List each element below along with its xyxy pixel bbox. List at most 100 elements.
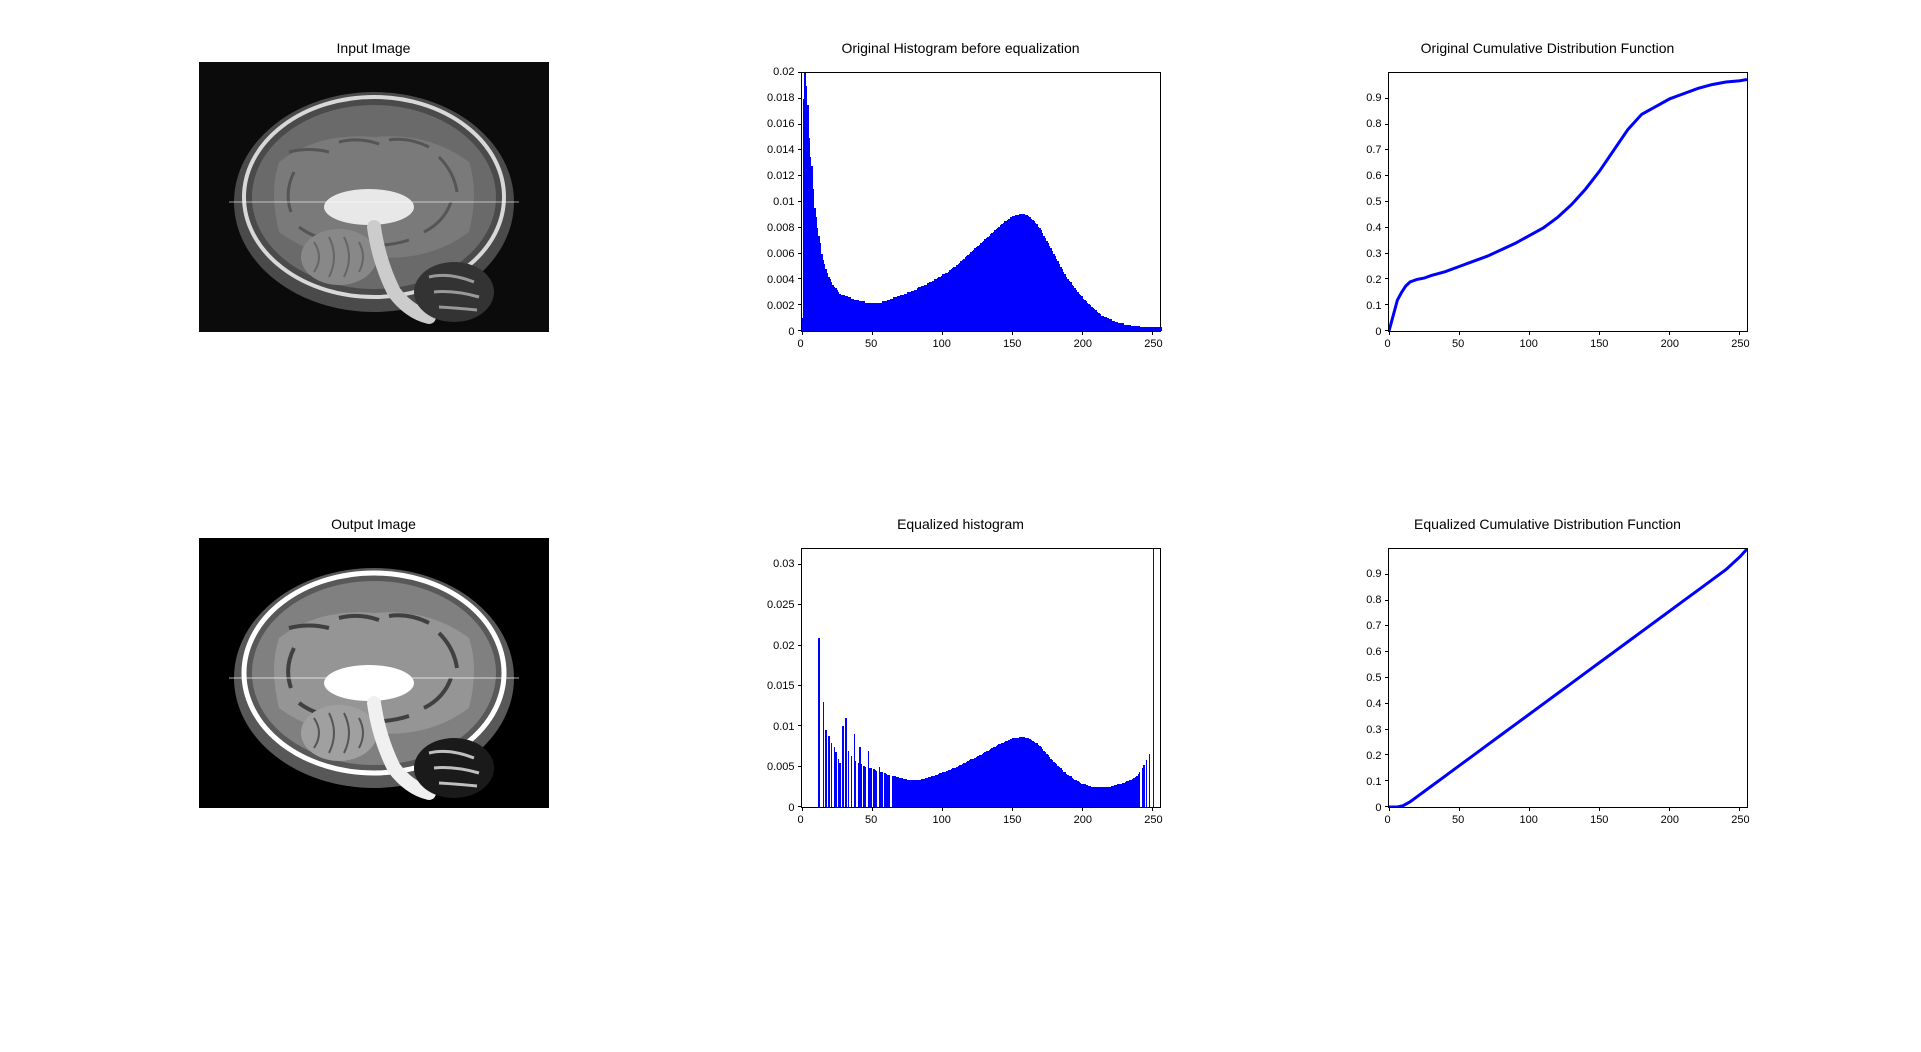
y-tick-label: 0: [788, 802, 794, 814]
y-tick-mark: [798, 564, 802, 565]
input-image-title: Input Image: [337, 40, 411, 56]
y-tick-label: 0.02: [773, 66, 794, 78]
y-tick-label: 0.9: [1366, 92, 1381, 104]
bar: [818, 638, 819, 807]
y-tick-mark: [1385, 98, 1389, 99]
y-tick-mark: [798, 175, 802, 176]
y-tick-label: 0.014: [767, 144, 795, 156]
x-tick-label: 250: [1731, 338, 1749, 350]
y-tick-mark: [1385, 124, 1389, 125]
y-tick-label: 0: [788, 326, 794, 338]
y-tick-mark: [798, 685, 802, 686]
y-tick-mark: [1385, 278, 1389, 279]
bar: [1149, 754, 1150, 807]
y-tick-label: 0.1: [1366, 776, 1381, 788]
output-image-title: Output Image: [331, 516, 416, 532]
bar: [1139, 772, 1140, 807]
panel-output-image: Output Image: [100, 516, 647, 932]
x-tick-label: 50: [1452, 338, 1464, 350]
panel-cdf-eq: Equalized Cumulative Distribution Functi…: [1274, 516, 1821, 932]
x-tick-label: 200: [1661, 814, 1679, 826]
y-tick-label: 0.01: [773, 721, 794, 733]
y-tick-mark: [798, 304, 802, 305]
y-tick-mark: [1385, 149, 1389, 150]
x-tick-label: 250: [1144, 814, 1162, 826]
cdf-eq-y-axis: 00.10.20.30.40.50.60.70.80.9: [1338, 548, 1386, 808]
y-tick-mark: [798, 227, 802, 228]
y-tick-label: 0.005: [767, 761, 795, 773]
brain-mri-icon: [199, 62, 549, 332]
cdf-eq-chart: 00.10.20.30.40.50.60.70.80.9 05010015020…: [1338, 538, 1758, 838]
y-tick-label: 0.3: [1366, 724, 1381, 736]
hist-orig-plot-area: [801, 72, 1161, 332]
y-tick-label: 0.018: [767, 92, 795, 104]
y-tick-mark: [798, 72, 802, 73]
cdf-orig-chart: 00.10.20.30.40.50.60.70.80.9 05010015020…: [1338, 62, 1758, 362]
y-tick-label: 0.012: [767, 170, 795, 182]
y-tick-mark: [1385, 703, 1389, 704]
y-tick-mark: [1385, 729, 1389, 730]
y-tick-mark: [1385, 253, 1389, 254]
figure-grid: Input Image: [0, 0, 1921, 1052]
y-tick-mark: [798, 725, 802, 726]
y-tick-mark: [1385, 201, 1389, 202]
cdf-eq-x-axis: 050100150200250: [1388, 810, 1748, 838]
x-tick-label: 150: [1590, 338, 1608, 350]
y-tick-mark: [1385, 600, 1389, 601]
y-tick-label: 0.4: [1366, 222, 1381, 234]
bar: [1146, 760, 1147, 807]
hist-orig-chart: 00.0020.0040.0060.0080.010.0120.0140.016…: [751, 62, 1171, 362]
bar: [889, 775, 890, 807]
x-tick-label: 0: [1384, 338, 1390, 350]
y-tick-mark: [798, 278, 802, 279]
hist-orig-title: Original Histogram before equalization: [841, 40, 1079, 56]
hist-eq-x-axis: 050100150200250: [801, 810, 1161, 838]
y-tick-label: 0.2: [1366, 750, 1381, 762]
x-tick-label: 250: [1731, 814, 1749, 826]
x-tick-label: 100: [1519, 338, 1537, 350]
bar: [851, 756, 852, 807]
y-tick-mark: [798, 604, 802, 605]
hist-eq-y-axis: 00.0050.010.0150.020.0250.03: [751, 548, 799, 808]
y-tick-label: 0.5: [1366, 196, 1381, 208]
x-tick-label: 100: [932, 814, 950, 826]
hist-orig-x-axis: 050100150200250: [801, 334, 1161, 362]
hist-orig-y-axis: 00.0020.0040.0060.0080.010.0120.0140.016…: [751, 72, 799, 332]
x-tick-label: 50: [865, 814, 877, 826]
bar: [845, 718, 846, 807]
panel-hist-eq: Equalized histogram 00.0050.010.0150.020…: [687, 516, 1234, 932]
y-tick-mark: [798, 766, 802, 767]
y-tick-mark: [1385, 227, 1389, 228]
cdf-orig-x-axis: 050100150200250: [1388, 334, 1748, 362]
panel-cdf-orig: Original Cumulative Distribution Functio…: [1274, 40, 1821, 456]
bar: [861, 764, 862, 807]
cdf-eq-title: Equalized Cumulative Distribution Functi…: [1414, 516, 1681, 532]
x-tick-label: 50: [1452, 814, 1464, 826]
y-tick-mark: [798, 124, 802, 125]
hist-eq-chart: 00.0050.010.0150.020.0250.03 05010015020…: [751, 538, 1171, 838]
y-tick-mark: [1385, 651, 1389, 652]
y-tick-label: 0.016: [767, 118, 795, 130]
x-tick-label: 200: [1661, 338, 1679, 350]
y-tick-label: 0.025: [767, 599, 795, 611]
x-tick-label: 0: [797, 338, 803, 350]
hist-eq-plot-area: [801, 548, 1161, 808]
cdf-eq-plot-area: [1388, 548, 1748, 808]
bar: [1160, 327, 1161, 331]
cdf-eq-line: [1389, 549, 1747, 807]
hist-eq-title: Equalized histogram: [897, 516, 1024, 532]
input-image-container: [199, 62, 549, 332]
line-path: [1389, 549, 1747, 807]
bar: [1153, 549, 1154, 807]
output-image-placeholder: [199, 538, 549, 808]
y-tick-label: 0.3: [1366, 248, 1381, 260]
y-tick-label: 0.8: [1366, 594, 1381, 606]
bar: [828, 736, 829, 807]
hist-orig-bars: [802, 73, 1160, 331]
y-tick-mark: [1385, 754, 1389, 755]
y-tick-label: 0.004: [767, 274, 795, 286]
panel-hist-orig: Original Histogram before equalization 0…: [687, 40, 1234, 456]
y-tick-label: 0.008: [767, 222, 795, 234]
y-tick-mark: [1385, 780, 1389, 781]
cdf-orig-line: [1389, 73, 1747, 331]
